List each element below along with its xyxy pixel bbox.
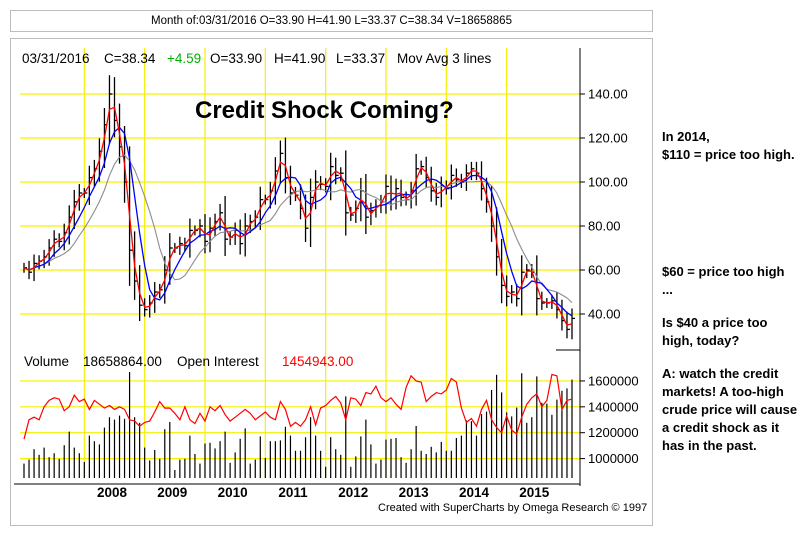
volume-tick-label: 1200000 xyxy=(588,425,639,440)
chart-title: Credit Shock Coming? xyxy=(195,97,454,124)
volume-label: Volume xyxy=(24,354,69,369)
y-tick-label: 120.00 xyxy=(588,131,628,146)
x-tick-label: 2010 xyxy=(218,485,248,500)
open-interest-value: 1454943.00 xyxy=(282,354,353,369)
x-tick-label: 2011 xyxy=(278,485,308,500)
price-change: +4.59 xyxy=(167,51,201,66)
x-tick-label: 2015 xyxy=(519,485,550,500)
x-tick-label: 2009 xyxy=(157,485,187,500)
open-interest-line xyxy=(23,373,573,440)
y-tick-label: 80.00 xyxy=(588,219,621,234)
header-info-bar: Month of:03/31/2016 O=33.90 H=41.90 L=33… xyxy=(10,10,653,32)
moving-average-slow xyxy=(23,154,573,304)
volume-tick-label: 1600000 xyxy=(588,373,639,388)
volume-tick-label: 1000000 xyxy=(588,451,639,466)
y-tick-label: 100.00 xyxy=(588,175,628,190)
annotation-credit: A: watch the credit markets! A too-high … xyxy=(662,366,798,453)
annotation-2014: In 2014, $110 = price too high. xyxy=(662,129,795,162)
price-low: L=33.37 xyxy=(336,51,385,66)
volume-tick-label: 1400000 xyxy=(588,399,639,414)
moving-average-fast xyxy=(23,106,573,326)
volume-value: 18658864.00 xyxy=(83,354,162,369)
x-tick-label: 2014 xyxy=(459,485,490,500)
x-tick-label: 2013 xyxy=(399,485,430,500)
price-date: 03/31/2016 xyxy=(22,51,90,66)
open-interest-label: Open Interest xyxy=(177,354,259,369)
price-open: O=33.90 xyxy=(210,51,262,66)
x-tick-label: 2012 xyxy=(338,485,368,500)
footer-credit: Created with SuperCharts by Omega Resear… xyxy=(378,502,647,514)
annotation-60: $60 = price too high ... xyxy=(662,264,785,297)
price-high: H=41.90 xyxy=(274,51,325,66)
moving-average-mid xyxy=(23,126,573,317)
y-tick-label: 60.00 xyxy=(588,263,621,278)
y-tick-label: 140.00 xyxy=(588,87,628,102)
annotation-40: Is $40 a price too high, today? xyxy=(662,315,768,348)
indicator-label: Mov Avg 3 lines xyxy=(397,51,492,66)
price-close: C=38.34 xyxy=(104,51,156,66)
x-tick-label: 2008 xyxy=(97,485,128,500)
y-tick-label: 40.00 xyxy=(588,307,621,322)
